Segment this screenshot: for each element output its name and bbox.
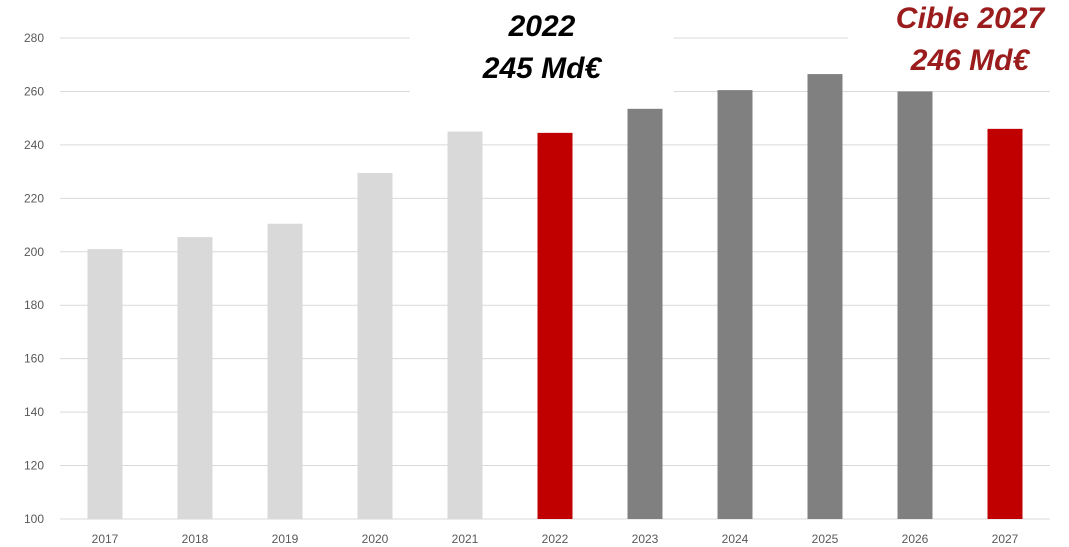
x-tick-label-2018: 2018 <box>182 532 209 546</box>
bar-2024 <box>717 90 753 519</box>
x-tick-label-2026: 2026 <box>902 532 929 546</box>
x-tick-label-2020: 2020 <box>362 532 389 546</box>
y-tick-label-220: 220 <box>24 191 44 205</box>
y-tick-label-260: 260 <box>24 84 44 98</box>
bar-2019 <box>267 223 303 519</box>
annotation-target-value: 246 Md€ <box>910 44 1031 77</box>
bar-2025 <box>807 74 843 519</box>
y-tick-label-100: 100 <box>24 512 44 526</box>
bar-2022 <box>537 132 573 519</box>
x-tick-label-2022: 2022 <box>542 532 569 546</box>
annotation-target-title: Cible 2027 <box>896 2 1046 35</box>
y-tick-label-180: 180 <box>24 298 44 312</box>
x-tick-label-2017: 2017 <box>92 532 119 546</box>
x-tick-label-2027: 2027 <box>992 532 1019 546</box>
x-tick-label-2024: 2024 <box>722 532 749 546</box>
annotation-2022-background <box>410 22 674 92</box>
bar-2023 <box>627 108 663 519</box>
y-tick-label-280: 280 <box>24 31 44 45</box>
annotation-2022-year: 2022 <box>508 10 576 43</box>
annotation-2027-background <box>848 2 1069 88</box>
x-tick-label-2023: 2023 <box>632 532 659 546</box>
bar-2027 <box>987 128 1023 519</box>
y-tick-label-160: 160 <box>24 352 44 366</box>
annotations: 2022 245 Md€ Cible 2027 246 Md€ <box>410 2 1069 92</box>
x-tick-label-2021: 2021 <box>452 532 479 546</box>
bar-2018 <box>177 237 213 519</box>
y-tick-label-240: 240 <box>24 138 44 152</box>
y-tick-label-140: 140 <box>24 405 44 419</box>
bar-2026 <box>897 91 933 519</box>
bar-2017 <box>87 249 123 519</box>
y-axis-ticks: 100 120 140 160 180 200 220 240 260 280 <box>24 31 44 526</box>
bar-2020 <box>357 172 393 520</box>
bars <box>87 74 1023 520</box>
x-axis-ticks: 2017 2018 2019 2020 2021 2022 2023 2024 2025 2026… <box>92 532 1019 546</box>
y-tick-label-200: 200 <box>24 245 44 259</box>
y-tick-label-120: 120 <box>24 459 44 473</box>
x-tick-label-2019: 2019 <box>272 532 299 546</box>
bar-2021 <box>447 131 483 519</box>
annotation-2022-value: 245 Md€ <box>482 52 603 85</box>
x-tick-label-2025: 2025 <box>812 532 839 546</box>
